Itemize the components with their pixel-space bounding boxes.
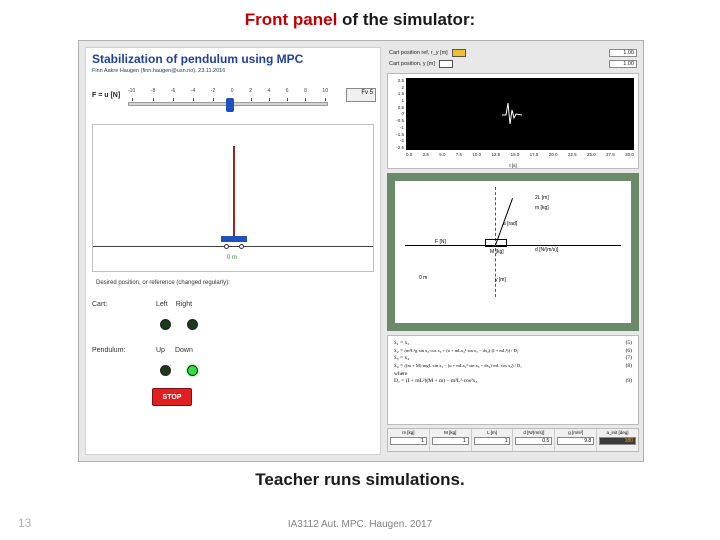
slide-footer: IA3112 Aut. MPC. Haugen. 2017 bbox=[0, 519, 720, 530]
stop-button[interactable]: STOP bbox=[152, 388, 192, 406]
ground-line bbox=[93, 246, 373, 247]
pendulum-up-led[interactable] bbox=[160, 365, 171, 376]
force-slider-row: F = u [N] -10-8-6-4-20246810 Fv 5 bbox=[86, 78, 380, 118]
scope-xlabel: t [s] bbox=[509, 163, 516, 168]
cart bbox=[221, 236, 247, 246]
right-panel: Cart position ref, r_y [m] 1.00 Cart pos… bbox=[387, 45, 639, 452]
param-col: d [N/(m/s)]0.5 bbox=[513, 429, 555, 451]
scope-trace bbox=[502, 100, 522, 130]
page-number: 13 bbox=[18, 516, 31, 530]
force-slider[interactable]: -10-8-6-4-20246810 bbox=[128, 88, 328, 108]
legend-val-ref: 1.00 bbox=[609, 49, 637, 57]
cart-left-led[interactable] bbox=[160, 319, 171, 330]
controls-description: Desired position, or reference (changed … bbox=[96, 280, 230, 286]
legend-row-y: Cart position, y [m] 1.00 bbox=[389, 58, 637, 69]
system-diagram: 2L [m] m [kg] a [rad] F [N] M [kg] d [N/… bbox=[387, 173, 639, 331]
legend-val-y: 1.00 bbox=[609, 60, 637, 68]
left-panel: Stabilization of pendulum using MPC Finn… bbox=[85, 47, 381, 455]
equations-panel: ẋ₁ = x₂(5) ẋ₂ = (m²L²g·sin x₃·cos x₃ + (… bbox=[387, 335, 639, 425]
scope-chart: 2.521.510.50-0.5-1-1.5-2-2.5 0.02.55.07.… bbox=[387, 73, 639, 169]
param-col: L [m]1 bbox=[472, 429, 514, 451]
slide-caption: Teacher runs simulations. bbox=[0, 470, 720, 490]
scope-yticks: 2.521.510.50-0.5-1-1.5-2-2.5 bbox=[390, 78, 404, 150]
legend-swatch-ref bbox=[452, 49, 466, 57]
param-col: M [kg]1 bbox=[430, 429, 472, 451]
slide-title-rest: of the simulator: bbox=[337, 10, 475, 29]
param-col: m [kg]1 bbox=[388, 429, 430, 451]
slide-title: Front panel of the simulator: bbox=[0, 0, 720, 30]
params-table: m [kg]1 M [kg]1 L [m]1 d [N/(m/s)]0.5 g … bbox=[387, 428, 639, 452]
force-slider-label: F = u [N] bbox=[92, 92, 120, 99]
cart-row-label: Cart: bbox=[92, 301, 107, 308]
zero-marker: 0 m bbox=[227, 255, 237, 261]
app-subtitle: Finn Aakre Haugen (finn.haugen@usn.no). … bbox=[86, 68, 380, 78]
slide-title-red: Front panel bbox=[245, 10, 338, 29]
pendulum-rod bbox=[233, 146, 235, 236]
cart-pendulum-canvas: 0 m bbox=[92, 124, 374, 272]
slider-ticks: -10-8-6-4-20246810 bbox=[128, 88, 328, 96]
legend-swatch-y bbox=[439, 60, 453, 68]
param-col: a_init [deg]180 bbox=[597, 429, 638, 451]
scope-plot-area bbox=[406, 78, 634, 150]
app-window: Stabilization of pendulum using MPC Finn… bbox=[78, 40, 644, 462]
cart-right-led[interactable] bbox=[187, 319, 198, 330]
pendulum-row-label: Pendulum: bbox=[92, 347, 125, 354]
force-value-box[interactable]: Fv 5 bbox=[346, 88, 376, 102]
app-title: Stabilization of pendulum using MPC bbox=[86, 48, 380, 68]
param-col: g [m/s²]9.8 bbox=[555, 429, 597, 451]
pendulum-down-led[interactable] bbox=[187, 365, 198, 376]
controls-grid: Cart: Left Right Pendulum: Up Down bbox=[152, 294, 206, 380]
legend: Cart position ref, r_y [m] 1.00 Cart pos… bbox=[387, 45, 639, 71]
legend-row-ref: Cart position ref, r_y [m] 1.00 bbox=[389, 47, 637, 58]
scope-xticks: 0.02.55.07.510.012.515.017.520.022.525.0… bbox=[406, 152, 634, 166]
slider-thumb[interactable] bbox=[226, 98, 234, 112]
